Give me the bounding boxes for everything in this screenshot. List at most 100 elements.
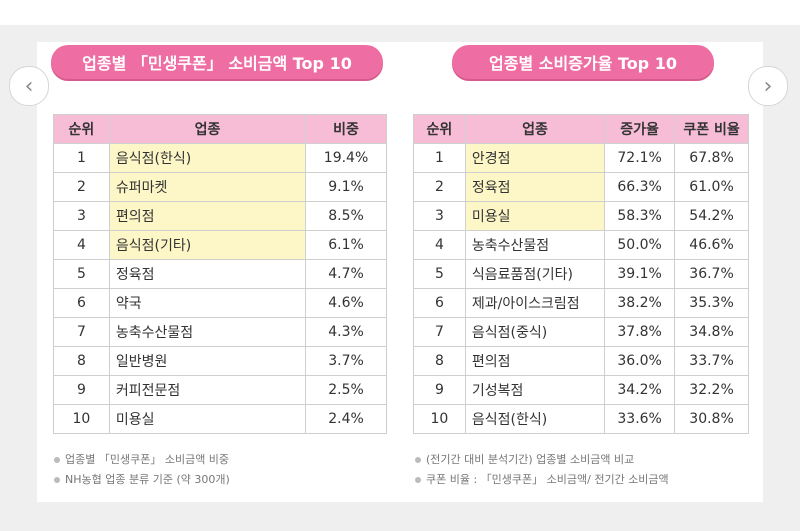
rank-cell: 2 (53, 172, 110, 202)
rank-cell: 4 (53, 230, 110, 260)
rank-cell: 10 (413, 404, 466, 434)
table-header-row: 순위 업종 증가율 쿠폰 비율 (413, 114, 749, 144)
coupon-ratio-cell: 36.7% (674, 259, 749, 289)
table-row: 6 제과/아이스크림점 38.2% 35.3% (413, 288, 749, 318)
right-notes: (전기간 대비 분석기간) 업종별 소비금액 비교 쿠폰 비율 : 「민생쿠폰」… (415, 450, 669, 490)
industry-cell: 농축수산물점 (464, 230, 606, 260)
bullet-icon (415, 457, 421, 463)
coupon-ratio-cell: 67.8% (674, 143, 749, 173)
industry-cell: 편의점 (464, 346, 606, 376)
industry-cell: 미용실 (108, 404, 307, 434)
chevron-left-icon: ‹ (24, 73, 34, 99)
industry-cell: 정육점 (464, 172, 606, 202)
industry-cell: 음식점(기타) (108, 230, 307, 260)
growth-cell: 72.1% (604, 143, 676, 173)
industry-cell: 정육점 (108, 259, 307, 289)
share-cell: 4.3% (305, 317, 387, 347)
note-text: NH농협 업종 분류 기준 (약 300개) (65, 473, 230, 486)
table-row: 3 미용실 58.3% 54.2% (413, 201, 749, 231)
industry-cell: 슈퍼마켓 (108, 172, 307, 202)
share-cell: 19.4% (305, 143, 387, 173)
table-row: 9 커피전문점 2.5% (53, 375, 387, 405)
note-text: 쿠폰 비율 : 「민생쿠폰」 소비금액/ 전기간 소비금액 (426, 473, 669, 486)
industry-cell: 제과/아이스크림점 (464, 288, 606, 318)
coupon-ratio-cell: 33.7% (674, 346, 749, 376)
note-text: (전기간 대비 분석기간) 업종별 소비금액 비교 (426, 453, 635, 466)
coupon-ratio-cell: 32.2% (674, 375, 749, 405)
table-row: 6 약국 4.6% (53, 288, 387, 318)
industry-cell: 안경점 (464, 143, 606, 173)
rank-cell: 9 (53, 375, 110, 405)
rank-cell: 3 (413, 201, 466, 231)
header-industry: 업종 (108, 114, 307, 144)
rank-cell: 2 (413, 172, 466, 202)
header-rank: 순위 (413, 114, 466, 144)
table-row: 5 식음료품점(기타) 39.1% 36.7% (413, 259, 749, 289)
industry-cell: 농축수산물점 (108, 317, 307, 347)
left-ranking-table: 순위 업종 비중 1 음식점(한식) 19.4% 2 슈퍼마켓 9.1% 3 편의점 8.5% 4… (53, 114, 387, 434)
table-row: 4 농축수산물점 50.0% 46.6% (413, 230, 749, 260)
rank-cell: 3 (53, 201, 110, 231)
header-share: 비중 (305, 114, 387, 144)
industry-cell: 음식점(한식) (464, 404, 606, 434)
next-slide-button[interactable]: › (748, 66, 788, 106)
note-text: 업종별 「민생쿠폰」 소비금액 비중 (65, 453, 230, 466)
rank-cell: 6 (53, 288, 110, 318)
growth-cell: 33.6% (604, 404, 676, 434)
header-growth: 증가율 (604, 114, 676, 144)
table-row: 9 기성복점 34.2% 32.2% (413, 375, 749, 405)
rank-cell: 1 (413, 143, 466, 173)
coupon-ratio-cell: 54.2% (674, 201, 749, 231)
share-cell: 9.1% (305, 172, 387, 202)
table-row: 10 음식점(한식) 33.6% 30.8% (413, 404, 749, 434)
note-item: 업종별 「민생쿠폰」 소비금액 비중 (54, 450, 230, 470)
table-row: 10 미용실 2.4% (53, 404, 387, 434)
table-row: 7 농축수산물점 4.3% (53, 317, 387, 347)
industry-cell: 미용실 (464, 201, 606, 231)
rank-cell: 4 (413, 230, 466, 260)
growth-cell: 39.1% (604, 259, 676, 289)
chevron-right-icon: › (763, 73, 773, 99)
coupon-ratio-cell: 30.8% (674, 404, 749, 434)
note-item: 쿠폰 비율 : 「민생쿠폰」 소비금액/ 전기간 소비금액 (415, 470, 669, 490)
table-row: 4 음식점(기타) 6.1% (53, 230, 387, 260)
share-cell: 2.4% (305, 404, 387, 434)
industry-cell: 일반병원 (108, 346, 307, 376)
rank-cell: 7 (53, 317, 110, 347)
rank-cell: 7 (413, 317, 466, 347)
table-row: 7 음식점(중식) 37.8% 34.8% (413, 317, 749, 347)
table-row: 5 정육점 4.7% (53, 259, 387, 289)
industry-cell: 기성복점 (464, 375, 606, 405)
growth-cell: 66.3% (604, 172, 676, 202)
prev-slide-button[interactable]: ‹ (9, 66, 49, 106)
table-header-row: 순위 업종 비중 (53, 114, 387, 144)
table-row: 3 편의점 8.5% (53, 201, 387, 231)
coupon-ratio-cell: 61.0% (674, 172, 749, 202)
share-cell: 6.1% (305, 230, 387, 260)
growth-cell: 58.3% (604, 201, 676, 231)
table-row: 2 슈퍼마켓 9.1% (53, 172, 387, 202)
left-panel-title: 업종별 「민생쿠폰」 소비금액 Top 10 (51, 45, 383, 79)
bullet-icon (415, 477, 421, 483)
share-cell: 8.5% (305, 201, 387, 231)
share-cell: 4.6% (305, 288, 387, 318)
growth-cell: 37.8% (604, 317, 676, 347)
table-row: 8 일반병원 3.7% (53, 346, 387, 376)
right-ranking-table: 순위 업종 증가율 쿠폰 비율 1 안경점 72.1% 67.8% 2 정육점 66.3% 6… (413, 114, 749, 434)
note-item: NH농협 업종 분류 기준 (약 300개) (54, 470, 230, 490)
industry-cell: 편의점 (108, 201, 307, 231)
bullet-icon (54, 457, 60, 463)
coupon-ratio-cell: 35.3% (674, 288, 749, 318)
table-row: 8 편의점 36.0% 33.7% (413, 346, 749, 376)
growth-cell: 34.2% (604, 375, 676, 405)
table-row: 2 정육점 66.3% 61.0% (413, 172, 749, 202)
header-industry: 업종 (464, 114, 606, 144)
rank-cell: 9 (413, 375, 466, 405)
right-panel-title: 업종별 소비증가율 Top 10 (452, 45, 714, 79)
rank-cell: 10 (53, 404, 110, 434)
share-cell: 3.7% (305, 346, 387, 376)
rank-cell: 5 (413, 259, 466, 289)
rank-cell: 5 (53, 259, 110, 289)
rank-cell: 1 (53, 143, 110, 173)
growth-cell: 36.0% (604, 346, 676, 376)
